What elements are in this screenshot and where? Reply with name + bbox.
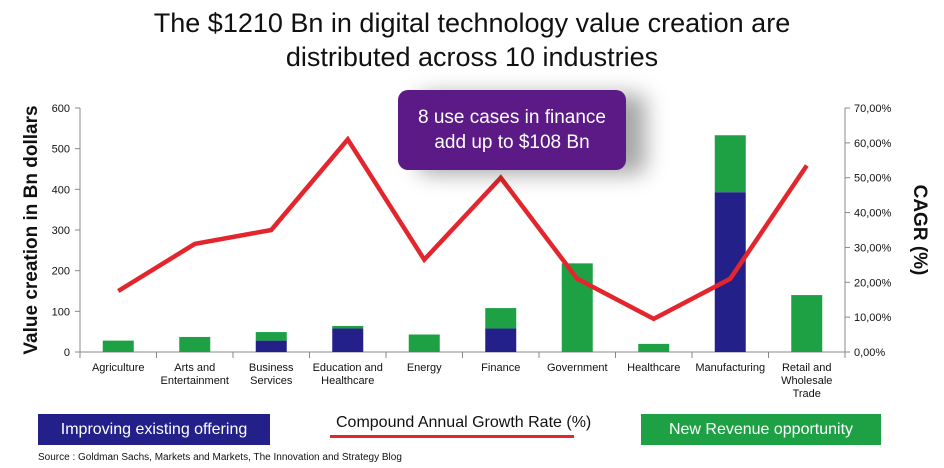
x-tick-label: Finance xyxy=(481,362,520,374)
y2-tick-label: 0,00% xyxy=(854,347,885,359)
bar-improving xyxy=(332,328,364,352)
x-tick-label: Education and Healthcare xyxy=(313,362,383,387)
y2-tick-label: 70,00% xyxy=(854,103,892,115)
x-tick-label: Manufacturing xyxy=(695,362,765,374)
bar-improving xyxy=(255,340,287,352)
bar-new-revenue xyxy=(255,332,287,341)
bar-new-revenue xyxy=(102,340,134,352)
y2-axis-title: CAGR (%) xyxy=(909,185,930,276)
chart-title: The $1210 Bn in digital technology value… xyxy=(0,6,944,74)
legend-improving: Improving existing offering xyxy=(38,414,270,445)
bar-improving xyxy=(485,328,517,352)
x-tick-label: Arts and Entertainment xyxy=(161,362,229,387)
y2-tick-label: 30,00% xyxy=(854,242,892,254)
y2-tick-label: 60,00% xyxy=(854,138,892,150)
legend-cagr-line xyxy=(330,435,574,438)
bar-new-revenue xyxy=(485,308,517,329)
axes: 0 100 200 300 400 500 600 0,00% 10,00% 20,00% 30,0… xyxy=(21,103,930,400)
x-tick-label: Retail and Wholesale Trade xyxy=(781,362,832,400)
bars xyxy=(102,135,823,352)
legend-new-revenue: New Revenue opportunity xyxy=(641,414,881,445)
y2-tick-label: 50,00% xyxy=(854,173,892,185)
y-tick-label: 100 xyxy=(52,306,70,318)
bar-new-revenue xyxy=(714,135,746,193)
y2-tick-label: 20,00% xyxy=(854,277,892,289)
x-tick-label: Government xyxy=(547,362,608,374)
source-note: Source : Goldman Sachs, Markets and Mark… xyxy=(38,452,402,463)
y-tick-label: 600 xyxy=(52,103,70,115)
title-line-2: distributed across 10 industries xyxy=(285,42,659,72)
y-tick-label: 0 xyxy=(64,347,70,359)
x-tick-label: Agriculture xyxy=(92,362,145,374)
bar-new-revenue xyxy=(332,325,364,329)
y-tick-label: 300 xyxy=(52,225,70,237)
callout-line-2: add up to $108 Bn xyxy=(434,132,590,153)
cagr-line xyxy=(117,135,809,322)
y2-tick-label: 10,00% xyxy=(854,312,892,324)
bar-new-revenue xyxy=(638,343,670,352)
legend-cagr-label: Compound Annual Growth Rate (%) xyxy=(336,414,592,431)
y-tick-label: 500 xyxy=(52,144,70,156)
y-axis-title: Value creation in Bn dollars xyxy=(21,105,42,354)
bar-new-revenue xyxy=(408,334,440,352)
x-tick-label: Healthcare xyxy=(627,362,680,374)
finance-callout: 8 use cases in finance add up to $108 Bn xyxy=(398,90,626,170)
callout-line-1: 8 use cases in finance xyxy=(417,107,606,128)
y2-tick-label: 40,00% xyxy=(854,208,892,220)
title-line-1: The $1210 Bn in digital technology value… xyxy=(153,8,791,38)
x-tick-label: Business Services xyxy=(249,362,294,387)
y-tick-label: 200 xyxy=(52,266,70,278)
bar-new-revenue xyxy=(179,336,211,352)
bar-new-revenue xyxy=(791,295,823,352)
x-tick-label: Energy xyxy=(407,362,442,374)
y-tick-label: 400 xyxy=(52,184,70,196)
bar-improving xyxy=(714,192,746,352)
cagr-line-group xyxy=(117,135,809,322)
